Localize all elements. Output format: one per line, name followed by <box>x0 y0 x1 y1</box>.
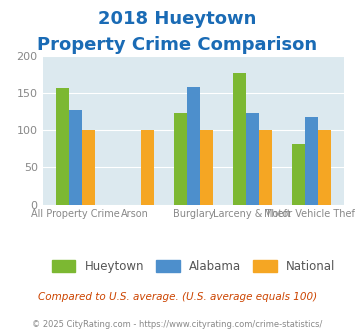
Text: 2018 Hueytown: 2018 Hueytown <box>98 10 257 28</box>
Text: Compared to U.S. average. (U.S. average equals 100): Compared to U.S. average. (U.S. average … <box>38 292 317 302</box>
Bar <box>200 130 213 205</box>
Bar <box>56 88 69 205</box>
Bar <box>318 130 331 205</box>
Bar <box>259 130 272 205</box>
Text: © 2025 CityRating.com - https://www.cityrating.com/crime-statistics/: © 2025 CityRating.com - https://www.city… <box>32 320 323 329</box>
Bar <box>292 144 305 205</box>
Bar <box>246 113 259 205</box>
Bar <box>174 113 187 205</box>
Legend: Hueytown, Alabama, National: Hueytown, Alabama, National <box>47 255 340 278</box>
Bar <box>69 110 82 205</box>
Bar <box>233 73 246 205</box>
Bar <box>141 130 154 205</box>
Bar <box>305 117 318 205</box>
Text: Property Crime Comparison: Property Crime Comparison <box>37 36 318 54</box>
Bar <box>187 87 200 205</box>
Bar <box>82 130 95 205</box>
